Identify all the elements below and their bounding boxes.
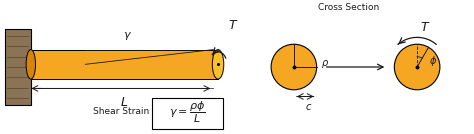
Text: Shear Strain: Shear Strain (93, 107, 149, 116)
Text: Cross Section: Cross Section (318, 3, 379, 12)
Text: $\gamma$: $\gamma$ (123, 29, 133, 42)
Ellipse shape (26, 50, 36, 79)
Text: $\gamma = \dfrac{\rho\phi}{L}$: $\gamma = \dfrac{\rho\phi}{L}$ (169, 100, 206, 125)
Text: $c$: $c$ (305, 102, 313, 112)
Ellipse shape (212, 50, 224, 79)
Ellipse shape (394, 44, 440, 90)
Text: $\phi$: $\phi$ (429, 54, 437, 68)
Text: $T$: $T$ (228, 19, 238, 32)
FancyBboxPatch shape (31, 50, 218, 79)
Ellipse shape (271, 44, 317, 90)
FancyBboxPatch shape (5, 29, 31, 105)
Text: $T$: $T$ (420, 21, 430, 34)
FancyBboxPatch shape (152, 98, 223, 129)
Text: $\rho$: $\rho$ (321, 58, 329, 70)
Text: $L$: $L$ (120, 96, 128, 109)
